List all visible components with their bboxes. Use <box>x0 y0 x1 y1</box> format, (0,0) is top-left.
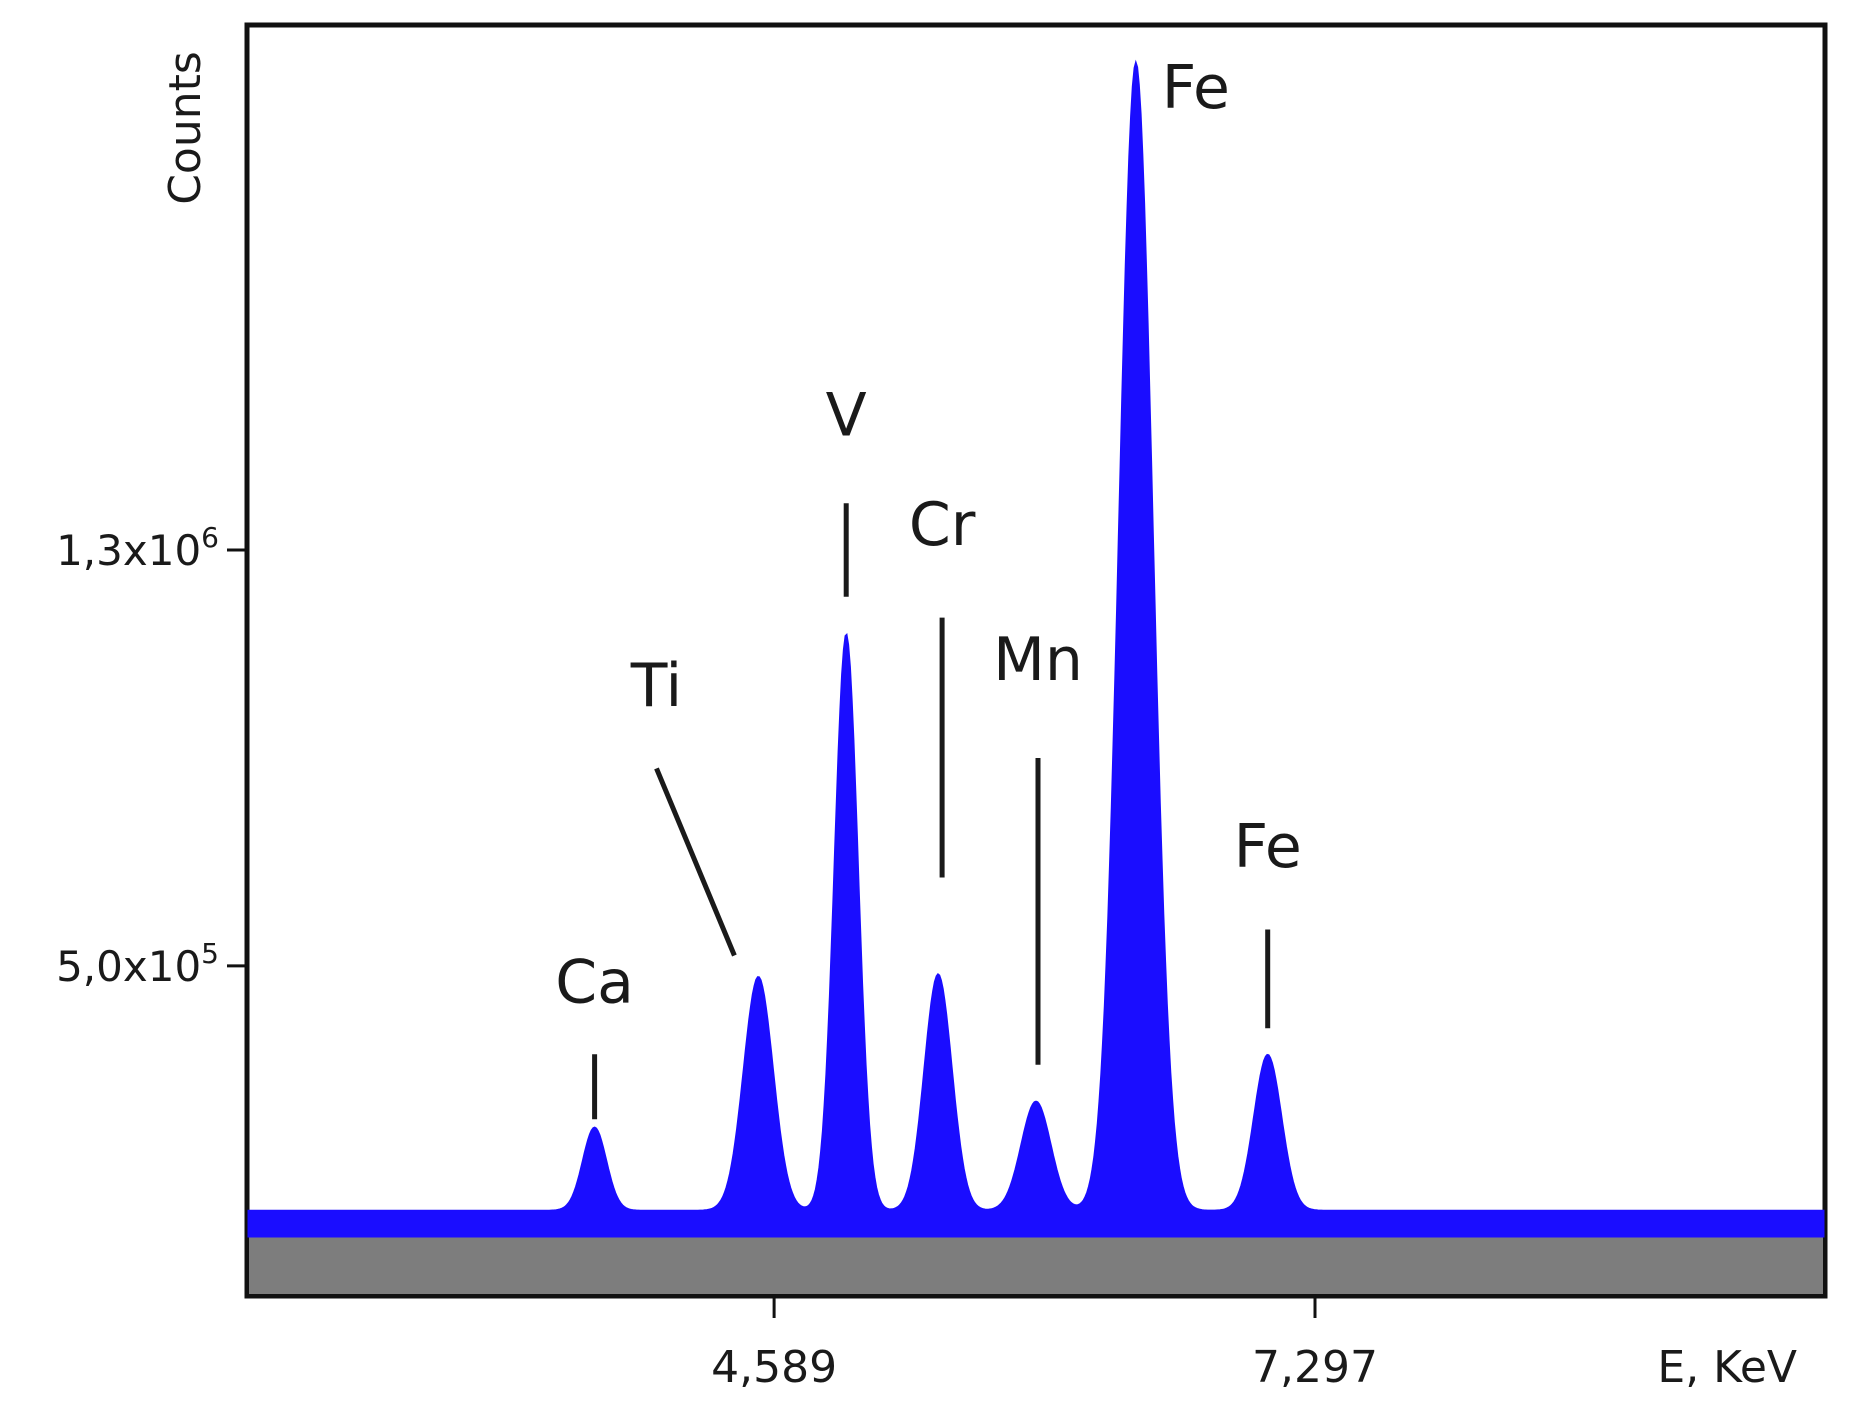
annotation-label-mn-4: Mn <box>993 625 1083 695</box>
y-tick-label-1: 1,3x106 <box>56 521 219 575</box>
annotation-label-cr-3: Cr <box>909 490 976 560</box>
y-axis-label: Counts <box>160 51 211 205</box>
energy-scale-strip <box>249 1237 1823 1294</box>
annotation-label-ti-1: Ti <box>630 651 682 721</box>
annotation-label-fe-6: Fe <box>1234 812 1302 882</box>
x-axis-label: E, KeV <box>1657 1342 1797 1393</box>
y-tick-label-0: 5,0x105 <box>56 937 219 991</box>
annotation-label-ca-0: Ca <box>555 947 634 1017</box>
x-tick-label-1: 7,297 <box>1252 1342 1378 1393</box>
x-tick-label-0: 4,589 <box>711 1342 837 1393</box>
annotation-label-fe-5: Fe <box>1162 53 1230 123</box>
annotation-label-v-2: V <box>826 381 867 451</box>
